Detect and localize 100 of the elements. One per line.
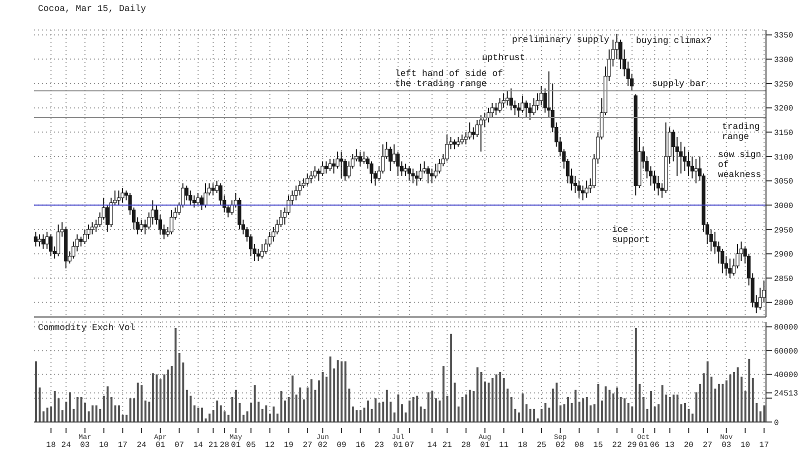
bar — [386, 390, 388, 422]
bar — [250, 402, 252, 422]
x-tick-label: 19 — [284, 441, 294, 450]
candlestick — [256, 248, 260, 262]
bar — [68, 392, 71, 422]
x-tick-label: 07 — [404, 441, 414, 450]
bar — [631, 406, 634, 422]
candlestick — [584, 180, 588, 198]
bar — [668, 397, 671, 422]
y-tick-label: 2900 — [774, 250, 794, 260]
y-tick-label: 3350 — [774, 32, 794, 41]
bar — [367, 400, 370, 422]
candlestick — [116, 190, 121, 206]
bar — [254, 385, 256, 422]
bar — [336, 360, 339, 422]
candlestick — [150, 200, 154, 226]
candlestick — [184, 185, 188, 201]
x-tick-label: 01 — [156, 441, 166, 450]
candlestick — [56, 224, 60, 257]
x-tick-label: 14 — [427, 441, 438, 450]
bar — [76, 397, 79, 422]
bar — [529, 408, 532, 422]
bar — [574, 390, 577, 422]
candlestick — [456, 136, 460, 148]
y-tick-label: 24513 — [774, 390, 798, 399]
bar — [299, 387, 302, 422]
candlestick — [324, 160, 328, 174]
y-tick-label: 80000 — [774, 324, 798, 333]
x-tick-label: 03 — [80, 441, 90, 450]
bar — [620, 397, 622, 422]
bar — [95, 405, 98, 422]
y-tick-label: 2950 — [774, 226, 794, 236]
bar — [725, 380, 728, 422]
bar — [540, 408, 543, 422]
x-tick-label: 21 — [208, 441, 218, 450]
bar — [616, 387, 618, 422]
bar — [586, 397, 588, 422]
bar — [292, 376, 294, 422]
candlestick — [196, 192, 200, 206]
bar — [231, 397, 234, 422]
bar — [382, 402, 384, 422]
y-tick-label: 3000 — [774, 202, 794, 211]
bar — [706, 361, 709, 422]
y-tick-label: 3300 — [774, 56, 794, 66]
bar — [492, 378, 494, 422]
bar — [763, 405, 766, 422]
candlestick — [362, 151, 366, 164]
candlestick — [524, 100, 528, 118]
candlestick — [479, 114, 483, 152]
y-tick-label: 60000 — [774, 347, 798, 356]
candlestick — [414, 170, 419, 186]
candlestick — [388, 146, 392, 172]
x-tick-label: 24 — [136, 441, 147, 450]
bar — [261, 408, 264, 422]
y-tick-label: 3050 — [774, 178, 794, 187]
bar — [178, 352, 180, 422]
bar — [484, 382, 486, 422]
bar — [344, 361, 346, 422]
x-tick-label: 17 — [118, 441, 128, 450]
bar — [99, 408, 102, 422]
bar — [140, 385, 143, 422]
bar — [80, 397, 82, 422]
candlestick — [143, 219, 147, 235]
bar — [397, 394, 400, 422]
candlestick — [294, 185, 298, 201]
bar — [748, 358, 750, 422]
bar — [167, 370, 170, 422]
x-tick-label: 01 — [231, 441, 241, 450]
bar — [152, 373, 154, 422]
candlestick — [426, 166, 430, 184]
bar — [661, 385, 664, 422]
x-tick-label: 24 — [61, 441, 72, 450]
annotation: buying climax? — [636, 36, 713, 46]
bar — [699, 384, 702, 422]
bar — [106, 386, 109, 422]
candlestick — [418, 163, 422, 182]
bar — [650, 391, 652, 422]
candlestick — [120, 188, 124, 204]
bar — [136, 382, 139, 422]
candlestick — [404, 163, 408, 176]
candlestick — [204, 182, 208, 208]
annotation: trading range — [722, 122, 761, 142]
candlestick — [211, 182, 215, 196]
x-tick-label: 01 — [638, 441, 648, 450]
bar — [156, 374, 158, 422]
bar — [186, 390, 188, 422]
candlestick — [516, 102, 520, 118]
x-tick-label: 05 — [246, 441, 256, 450]
candlestick — [192, 194, 196, 208]
bar — [472, 391, 475, 422]
bar — [454, 382, 456, 422]
bar — [556, 382, 558, 422]
bar — [148, 402, 150, 422]
bar — [272, 406, 275, 422]
candlestick — [509, 88, 513, 111]
candlestick — [407, 166, 412, 182]
bar — [38, 387, 41, 422]
bar — [502, 378, 505, 422]
bar — [122, 414, 124, 422]
candlestick — [581, 185, 585, 201]
